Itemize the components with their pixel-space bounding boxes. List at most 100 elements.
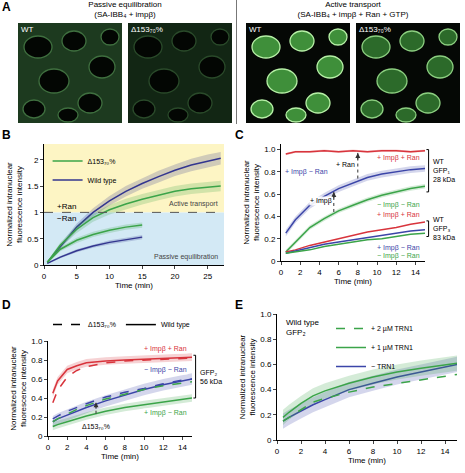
svg-text:0.4: 0.4 [31, 394, 43, 403]
svg-text:0.8: 0.8 [260, 335, 272, 344]
html-text:D: D [2, 298, 11, 312]
svg-text:+ Impβ: + Impβ [310, 197, 332, 205]
svg-text:4: 4 [84, 443, 89, 452]
svg-text:10: 10 [373, 268, 382, 277]
svg-text:10: 10 [140, 443, 149, 452]
svg-text:20: 20 [170, 272, 179, 281]
html-text:C: C [235, 128, 244, 142]
svg-text:10: 10 [393, 447, 402, 456]
html-text:Δ153₇₀%: Δ153₇₀% [131, 25, 163, 34]
svg-text:1.5: 1.5 [27, 182, 39, 191]
svg-text:0: 0 [38, 432, 43, 441]
svg-text:2: 2 [34, 156, 39, 165]
html-text:Active transport: Active transport [325, 0, 381, 9]
svg-text:+ Impβ − Ran: + Impβ − Ran [285, 168, 328, 176]
svg-text:8: 8 [371, 447, 376, 456]
svg-text:0: 0 [275, 447, 280, 456]
svg-text:12: 12 [417, 447, 426, 456]
svg-text:−Ran: −Ran [57, 214, 76, 223]
svg-text:Passive equilibration: Passive equilibration [154, 253, 218, 261]
svg-text:1.0: 1.0 [264, 145, 276, 154]
svg-text:12: 12 [159, 443, 168, 452]
svg-text:Δ153₇₀%: Δ153₇₀% [88, 158, 116, 165]
svg-text:15: 15 [138, 272, 147, 281]
svg-text:6: 6 [347, 447, 352, 456]
svg-text:0.5: 0.5 [27, 235, 39, 244]
svg-text:0: 0 [267, 436, 272, 445]
svg-text:1.0: 1.0 [31, 337, 43, 346]
svg-text:0.2: 0.2 [260, 411, 272, 420]
svg-text:0.2: 0.2 [31, 413, 43, 422]
svg-text:Wild typeGFP₂: Wild typeGFP₂ [286, 318, 319, 337]
svg-text:4: 4 [317, 268, 322, 277]
html-text:A: A [2, 0, 11, 14]
svg-text:− Impβ − Ran: − Impβ − Ran [377, 252, 420, 260]
svg-text:0.8: 0.8 [31, 356, 43, 365]
svg-text:Time (min): Time (min) [115, 281, 153, 290]
svg-text:+ Impβ − Ran: + Impβ − Ran [377, 244, 420, 252]
svg-text:Normalized intranuclearfluores: Normalized intranuclearfluorescence inte… [5, 162, 24, 247]
svg-text:0.2: 0.2 [264, 235, 276, 244]
svg-text:25: 25 [203, 272, 212, 281]
svg-text:0.6: 0.6 [260, 360, 272, 369]
svg-text:10: 10 [105, 272, 114, 281]
svg-text:12: 12 [392, 268, 401, 277]
svg-text:+ Impβ + Ran: + Impβ + Ran [144, 345, 187, 353]
svg-text:1.0: 1.0 [260, 310, 272, 319]
svg-text:4: 4 [323, 447, 328, 456]
svg-text:Time (min): Time (min) [101, 452, 139, 461]
svg-text:5: 5 [75, 272, 80, 281]
svg-text:8: 8 [123, 443, 128, 452]
svg-text:Active transport: Active transport [169, 200, 218, 208]
svg-text:0.6: 0.6 [264, 190, 276, 199]
svg-text:Normalized intranuclearfluores: Normalized intranuclearfluorescence inte… [242, 160, 261, 245]
svg-text:0.4: 0.4 [264, 212, 276, 221]
svg-text:+ Ran: + Ran [336, 161, 355, 168]
html-text:Δ153₇₀%: Δ153₇₀% [359, 25, 391, 34]
svg-text:WTGFP₃83 kDa: WTGFP₃83 kDa [433, 216, 455, 241]
svg-text:2: 2 [65, 443, 70, 452]
html-text:Passive equilibration: Passive equilibration [88, 0, 162, 9]
svg-text:+ 2 µM TRN1: + 2 µM TRN1 [371, 325, 413, 333]
svg-text:0: 0 [42, 272, 47, 281]
svg-text:0: 0 [271, 257, 276, 266]
svg-text:14: 14 [441, 447, 450, 456]
svg-text:0.6: 0.6 [31, 375, 43, 384]
svg-text:14: 14 [411, 268, 420, 277]
svg-text:14: 14 [178, 443, 187, 452]
html-text:WT: WT [249, 25, 262, 34]
svg-text:8: 8 [356, 268, 361, 277]
svg-text:+ Impβ + Ran: + Impβ + Ran [377, 154, 420, 162]
svg-text:6: 6 [336, 268, 341, 277]
svg-text:+ Impβ − Ran: + Impβ − Ran [144, 409, 187, 417]
svg-text:+ Impβ + Ran: + Impβ + Ran [377, 211, 420, 219]
svg-text:WTGFP₁28 kDa: WTGFP₁28 kDa [433, 158, 455, 183]
svg-text:Time (min): Time (min) [348, 456, 386, 465]
svg-text:0.8: 0.8 [264, 168, 276, 177]
svg-text:2: 2 [299, 447, 304, 456]
svg-text:Δ153₇₀%: Δ153₇₀% [88, 321, 116, 328]
html-text:B: B [2, 128, 11, 142]
svg-text:− Impβ − Ran: − Impβ − Ran [144, 366, 187, 374]
svg-text:+Ran: +Ran [57, 202, 76, 211]
html-text:(SA-IBB₄ + impβ): (SA-IBB₄ + impβ) [94, 10, 156, 19]
svg-text:6: 6 [103, 443, 108, 452]
html-text:WT: WT [21, 25, 34, 34]
svg-text:2: 2 [298, 268, 303, 277]
svg-text:Δ153₇₀%: Δ153₇₀% [82, 423, 110, 430]
svg-text:1: 1 [34, 208, 39, 217]
svg-text:Wild type: Wild type [88, 177, 117, 185]
svg-text:0: 0 [279, 268, 284, 277]
svg-text:Normalized intranuclearfluores: Normalized intranuclearfluorescence inte… [238, 334, 257, 419]
svg-text:− TRN1: − TRN1 [371, 363, 395, 370]
svg-text:GFP₂56 kDa: GFP₂56 kDa [200, 369, 222, 385]
svg-text:Normalized intranuclearfluores: Normalized intranuclearfluorescence inte… [9, 346, 28, 431]
svg-text:0.4: 0.4 [260, 385, 272, 394]
svg-text:+ 1 µM TRN1: + 1 µM TRN1 [371, 344, 413, 352]
svg-text:Wild type: Wild type [161, 321, 190, 329]
svg-text:0: 0 [34, 261, 39, 270]
svg-text:Time (min): Time (min) [334, 277, 372, 286]
svg-text:− Impβ − Ran: − Impβ − Ran [377, 201, 420, 209]
html-text:(SA-IBB₄ + impβ + Ran + GTP): (SA-IBB₄ + impβ + Ran + GTP) [297, 10, 409, 19]
svg-text:0: 0 [46, 443, 51, 452]
